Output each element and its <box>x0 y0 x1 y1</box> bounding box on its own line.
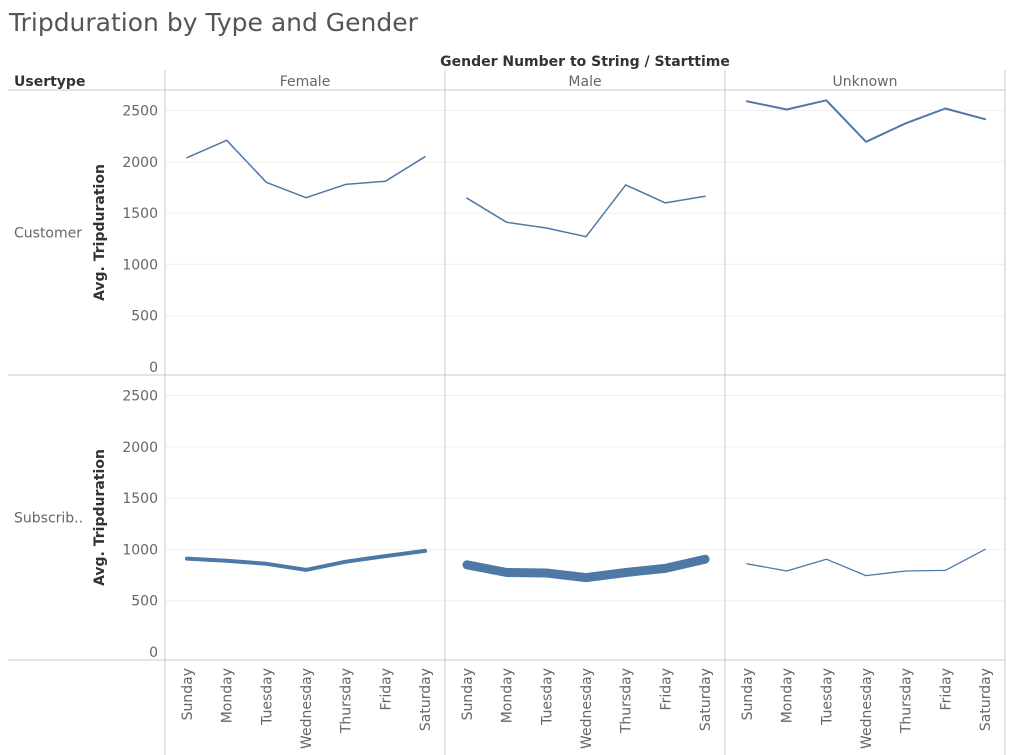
x-tick-label: Sunday <box>740 668 756 720</box>
y-tick-label: 2500 <box>122 389 158 405</box>
y-tick-label: 0 <box>149 645 158 661</box>
column-label: Male <box>568 74 601 90</box>
series-line-subscrib-female <box>185 548 427 572</box>
grid-layer <box>165 110 1005 602</box>
x-tick-label: Friday <box>658 668 674 710</box>
row-label: Customer <box>14 226 82 242</box>
series-line-customer-female <box>186 139 426 199</box>
x-tick-label: Tuesday <box>539 668 555 726</box>
x-tick-label: Tuesday <box>259 668 275 726</box>
y-tick-label: 1000 <box>122 542 158 558</box>
frame-layer <box>8 70 1006 755</box>
x-tick-label: Saturday <box>698 668 714 731</box>
label-layer: Gender Number to String / Starttime User… <box>14 54 994 749</box>
x-tick-label: Monday <box>780 668 796 723</box>
x-tick-label: Thursday <box>619 668 635 734</box>
y-axis-title: Avg. Tripduration <box>92 449 108 586</box>
x-tick-label: Wednesday <box>859 668 875 749</box>
y-tick-label: 1000 <box>122 257 158 273</box>
x-tick-label: Wednesday <box>299 668 315 749</box>
series-line-subscrib-unknown <box>746 548 986 577</box>
chart-title: Tripduration by Type and Gender <box>9 8 418 37</box>
x-tick-label: Monday <box>500 668 516 723</box>
x-tick-label: Thursday <box>899 668 915 734</box>
column-label: Female <box>280 74 331 90</box>
y-tick-label: 500 <box>131 594 158 610</box>
y-tick-label: 0 <box>149 360 158 376</box>
x-tick-label: Saturday <box>418 668 434 731</box>
row-header: Usertype <box>14 74 85 90</box>
series-line-customer-unknown <box>746 99 986 143</box>
x-tick-label: Sunday <box>460 668 476 720</box>
x-tick-label: Sunday <box>180 668 196 720</box>
y-tick-label: 1500 <box>122 206 158 222</box>
column-header: Gender Number to String / Starttime <box>440 54 730 70</box>
x-tick-label: Monday <box>220 668 236 723</box>
y-tick-label: 2000 <box>122 155 158 171</box>
x-tick-label: Wednesday <box>579 668 595 749</box>
y-tick-label: 2500 <box>122 104 158 120</box>
row-label: Subscrib.. <box>14 511 83 527</box>
column-label: Unknown <box>833 74 898 90</box>
x-tick-label: Thursday <box>339 668 355 734</box>
series-line-subscrib-male <box>462 554 710 583</box>
y-tick-label: 2000 <box>122 440 158 456</box>
y-tick-label: 1500 <box>122 491 158 507</box>
line-layer <box>185 99 986 583</box>
x-tick-label: Friday <box>378 668 394 710</box>
x-tick-label: Tuesday <box>819 668 835 726</box>
x-tick-label: Friday <box>938 668 954 710</box>
x-tick-label: Saturday <box>978 668 994 731</box>
y-tick-label: 500 <box>131 309 158 325</box>
y-axis-title: Avg. Tripduration <box>92 164 108 301</box>
series-line-customer-male <box>466 184 706 238</box>
